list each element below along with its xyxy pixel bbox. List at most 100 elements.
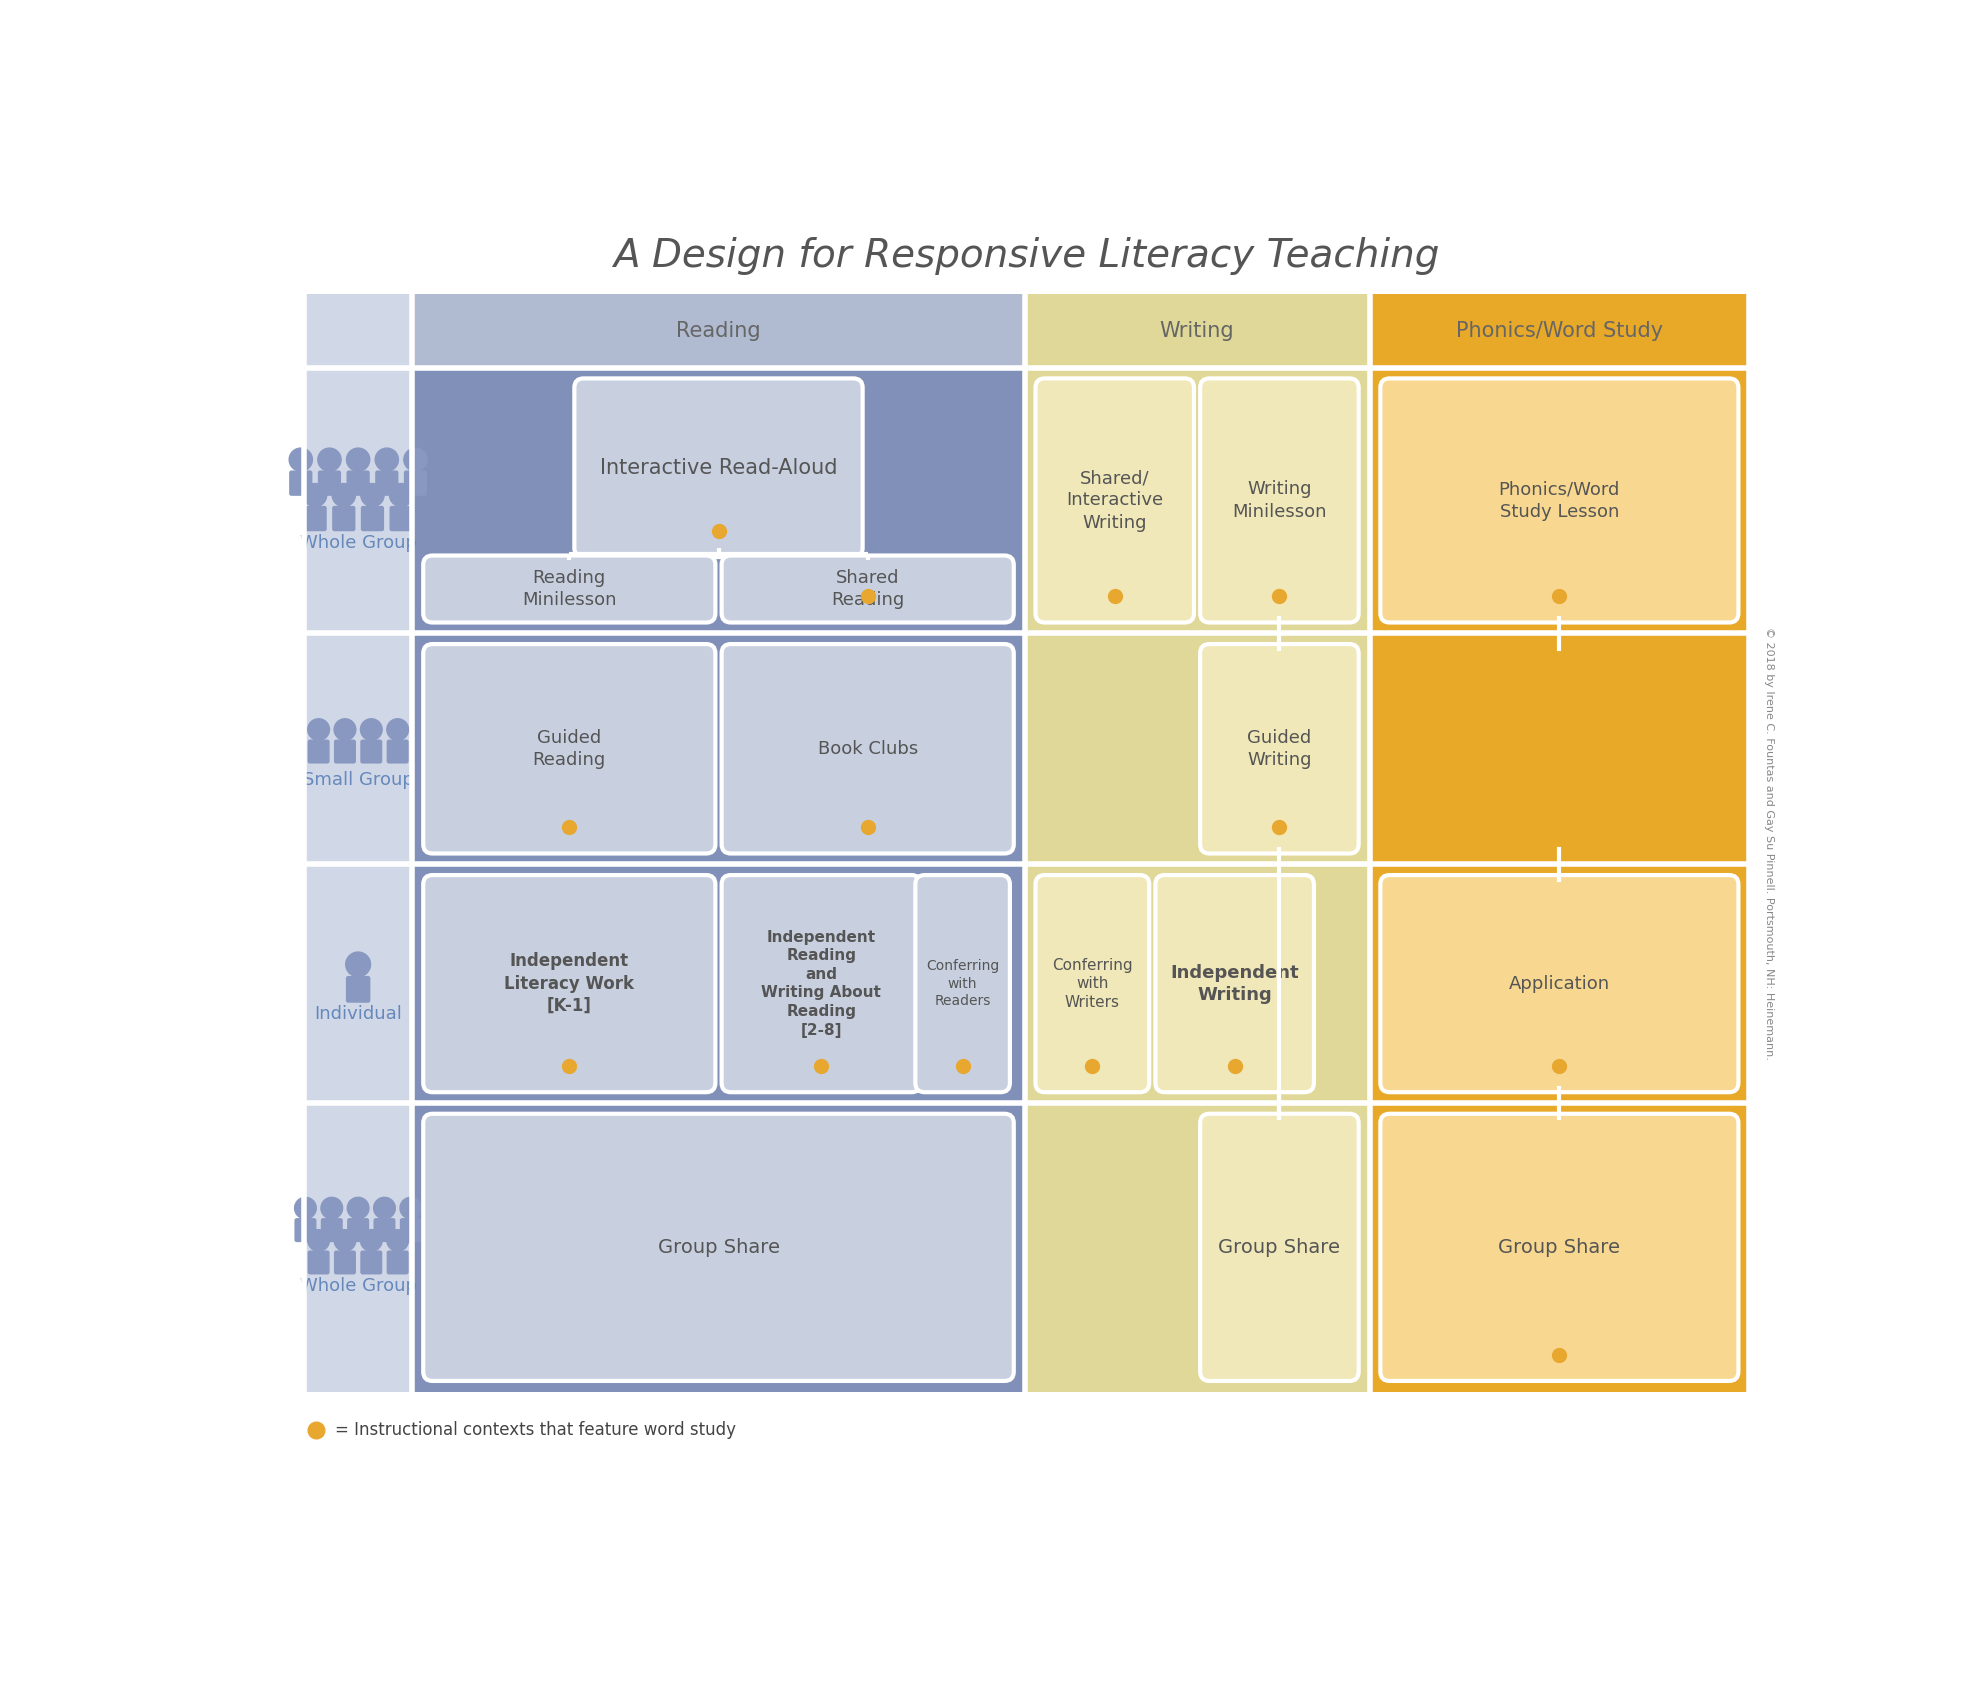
Text: Shared
Reading: Shared Reading xyxy=(832,569,904,610)
FancyBboxPatch shape xyxy=(423,1113,1014,1381)
FancyBboxPatch shape xyxy=(307,1251,330,1275)
Text: Phonics/Word Study: Phonics/Word Study xyxy=(1455,322,1663,342)
Circle shape xyxy=(387,719,409,741)
Text: Writing: Writing xyxy=(1160,322,1235,342)
Text: Group Share: Group Share xyxy=(1498,1238,1620,1256)
Bar xyxy=(413,295,1024,1391)
Text: A Design for Responsive Literacy Teaching: A Design for Responsive Literacy Teachin… xyxy=(613,237,1439,274)
Text: Whole Group: Whole Group xyxy=(299,1276,417,1295)
Text: Guided
Reading: Guided Reading xyxy=(533,729,606,770)
Text: = Instructional contexts that feature word study: = Instructional contexts that feature wo… xyxy=(334,1421,735,1440)
FancyBboxPatch shape xyxy=(1380,876,1738,1093)
FancyBboxPatch shape xyxy=(1156,876,1313,1093)
FancyBboxPatch shape xyxy=(1199,379,1359,623)
FancyBboxPatch shape xyxy=(360,1251,381,1275)
FancyBboxPatch shape xyxy=(387,739,409,763)
Text: Small Group: Small Group xyxy=(303,771,413,788)
FancyBboxPatch shape xyxy=(1036,379,1193,623)
FancyBboxPatch shape xyxy=(387,1251,409,1275)
Text: Independent
Literacy Work
[K-1]: Independent Literacy Work [K-1] xyxy=(505,953,635,1015)
Bar xyxy=(1370,295,1750,367)
FancyBboxPatch shape xyxy=(376,470,399,495)
Circle shape xyxy=(334,719,356,741)
Circle shape xyxy=(318,448,340,472)
FancyBboxPatch shape xyxy=(1380,1113,1738,1381)
Text: Group Share: Group Share xyxy=(657,1238,779,1256)
FancyBboxPatch shape xyxy=(399,1218,423,1243)
FancyBboxPatch shape xyxy=(348,1218,370,1243)
Circle shape xyxy=(376,448,399,472)
FancyBboxPatch shape xyxy=(320,1218,342,1243)
FancyBboxPatch shape xyxy=(722,876,920,1093)
FancyBboxPatch shape xyxy=(1199,643,1359,854)
Text: Conferring
with
Writers: Conferring with Writers xyxy=(1052,958,1132,1010)
Text: Conferring
with
Readers: Conferring with Readers xyxy=(926,960,999,1009)
Circle shape xyxy=(309,719,330,741)
FancyBboxPatch shape xyxy=(346,470,370,495)
Circle shape xyxy=(346,951,370,977)
FancyBboxPatch shape xyxy=(332,505,356,530)
FancyBboxPatch shape xyxy=(423,876,716,1093)
Text: Group Share: Group Share xyxy=(1219,1238,1341,1256)
FancyBboxPatch shape xyxy=(1380,379,1738,623)
FancyBboxPatch shape xyxy=(722,556,1014,623)
Bar xyxy=(1024,295,1370,1391)
FancyBboxPatch shape xyxy=(334,1251,356,1275)
Circle shape xyxy=(389,483,413,507)
FancyBboxPatch shape xyxy=(403,470,427,495)
Bar xyxy=(305,295,413,367)
FancyBboxPatch shape xyxy=(360,739,381,763)
Circle shape xyxy=(334,1229,356,1251)
Bar xyxy=(305,295,413,1391)
Circle shape xyxy=(320,1197,342,1219)
Circle shape xyxy=(295,1197,317,1219)
FancyBboxPatch shape xyxy=(334,739,356,763)
Text: Shared/
Interactive
Writing: Shared/ Interactive Writing xyxy=(1066,470,1164,532)
FancyBboxPatch shape xyxy=(574,379,863,557)
FancyBboxPatch shape xyxy=(303,505,326,530)
Circle shape xyxy=(362,483,383,507)
FancyBboxPatch shape xyxy=(389,505,413,530)
Circle shape xyxy=(360,1229,381,1251)
Text: Book Clubs: Book Clubs xyxy=(818,739,918,758)
FancyBboxPatch shape xyxy=(423,643,716,854)
FancyBboxPatch shape xyxy=(374,1218,395,1243)
Circle shape xyxy=(303,483,326,507)
Circle shape xyxy=(348,1197,370,1219)
Bar xyxy=(413,295,1024,367)
Circle shape xyxy=(399,1197,421,1219)
FancyBboxPatch shape xyxy=(318,470,340,495)
Text: Whole Group: Whole Group xyxy=(299,534,417,552)
FancyBboxPatch shape xyxy=(1199,1113,1359,1381)
Text: Application: Application xyxy=(1508,975,1610,992)
FancyBboxPatch shape xyxy=(346,977,370,1002)
Circle shape xyxy=(346,448,370,472)
FancyBboxPatch shape xyxy=(307,739,330,763)
Text: Reading
Minilesson: Reading Minilesson xyxy=(523,569,617,610)
Text: Phonics/Word
Study Lesson: Phonics/Word Study Lesson xyxy=(1498,480,1620,520)
Circle shape xyxy=(309,1229,330,1251)
Circle shape xyxy=(403,448,427,472)
FancyBboxPatch shape xyxy=(423,556,716,623)
Text: Independent
Reading
and
Writing About
Reading
[2-8]: Independent Reading and Writing About Re… xyxy=(761,930,881,1037)
Text: Guided
Writing: Guided Writing xyxy=(1246,729,1311,770)
FancyBboxPatch shape xyxy=(289,470,313,495)
Circle shape xyxy=(332,483,356,507)
Bar xyxy=(1024,295,1370,367)
FancyBboxPatch shape xyxy=(1036,876,1150,1093)
Text: Reading: Reading xyxy=(676,322,761,342)
FancyBboxPatch shape xyxy=(362,505,383,530)
Circle shape xyxy=(360,719,381,741)
Circle shape xyxy=(387,1229,409,1251)
Text: © 2018 by Irene C. Fountas and Gay Su Pinnell. Portsmouth, NH: Heinemann.: © 2018 by Irene C. Fountas and Gay Su Pi… xyxy=(1764,626,1773,1059)
FancyBboxPatch shape xyxy=(916,876,1011,1093)
Text: Individual: Individual xyxy=(315,1005,403,1024)
FancyBboxPatch shape xyxy=(295,1218,317,1243)
Circle shape xyxy=(374,1197,395,1219)
Text: Interactive Read-Aloud: Interactive Read-Aloud xyxy=(600,458,838,478)
Text: Writing
Minilesson: Writing Minilesson xyxy=(1233,480,1327,520)
Bar xyxy=(1370,295,1750,1391)
Circle shape xyxy=(289,448,313,472)
FancyBboxPatch shape xyxy=(722,643,1014,854)
Text: Independent
Writing: Independent Writing xyxy=(1170,963,1300,1004)
